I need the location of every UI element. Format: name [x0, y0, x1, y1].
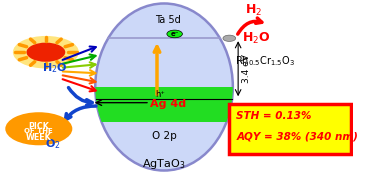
Text: Rh$_{0.5}$Cr$_{1.5}$O$_3$: Rh$_{0.5}$Cr$_{1.5}$O$_3$: [235, 54, 294, 68]
Circle shape: [5, 112, 72, 145]
Text: AQY = 38% (340 nm): AQY = 38% (340 nm): [236, 132, 358, 142]
Text: PICK: PICK: [28, 122, 49, 131]
Text: h⁺: h⁺: [156, 90, 166, 99]
Text: H$_2$O: H$_2$O: [242, 31, 270, 46]
FancyBboxPatch shape: [229, 104, 351, 154]
Text: O$_2$: O$_2$: [45, 137, 61, 151]
Text: O 2p: O 2p: [152, 131, 177, 141]
Text: Ta 5d: Ta 5d: [155, 15, 180, 25]
Text: WEEK: WEEK: [26, 133, 52, 142]
Circle shape: [13, 36, 79, 68]
Circle shape: [26, 43, 65, 62]
Circle shape: [223, 35, 235, 41]
Text: AgTaO$_3$: AgTaO$_3$: [143, 157, 186, 171]
Text: Ag 4d: Ag 4d: [150, 99, 186, 109]
Circle shape: [167, 30, 183, 38]
Text: STH = 0.13%: STH = 0.13%: [236, 111, 312, 121]
Text: OF THE: OF THE: [25, 128, 53, 134]
Bar: [95, 87, 233, 122]
Text: e⁻: e⁻: [170, 31, 179, 37]
Ellipse shape: [95, 3, 233, 171]
Text: H$_2$O: H$_2$O: [42, 61, 67, 75]
Text: 3.4 eV: 3.4 eV: [242, 54, 251, 83]
Text: H$_2$: H$_2$: [245, 3, 262, 18]
